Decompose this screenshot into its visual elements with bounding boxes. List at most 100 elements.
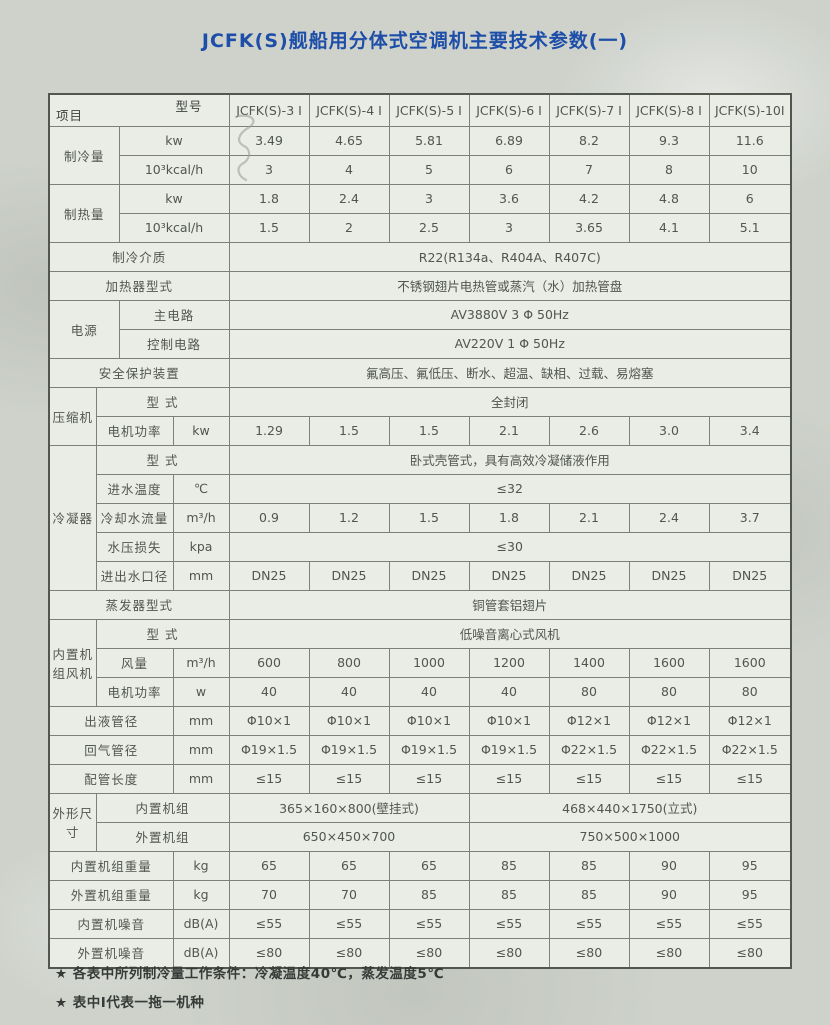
row-label-cell: 电机功率: [95, 415, 174, 446]
value-cell: DN25: [468, 560, 550, 591]
value-cell: 2.1: [548, 502, 630, 533]
value-cell: ≤80: [468, 937, 550, 968]
table-row: 型号 项目 JCFK(S)-3 I JCFK(S)-4 I JCFK(S)-5 I JCF…: [48, 93, 792, 127]
value-cell: ≤80: [628, 937, 710, 968]
value-cell: 4: [308, 154, 390, 185]
value-cell: ≤15: [708, 763, 792, 794]
row-label-cell: 出液管径: [48, 705, 174, 736]
unit-cell: mm: [172, 763, 230, 794]
row-label-cell: 水压损失: [95, 531, 174, 562]
table-row: 出液管径 mm Φ10×1 Φ10×1 Φ10×1 Φ10×1 Φ12×1 Φ12×1 Φ12×…: [48, 705, 792, 736]
value-cell: 80: [708, 676, 792, 707]
value-cell: ≤55: [628, 908, 710, 939]
model-header-cell: JCFK(S)-5 I: [388, 93, 470, 127]
value-cell: 卧式壳管式，具有高效冷凝储液作用: [228, 444, 792, 475]
value-cell: 80: [628, 676, 710, 707]
value-cell: 2.5: [388, 212, 470, 243]
value-cell: Φ10×1: [228, 705, 310, 736]
table-row: 回气管径 mm Φ19×1.5 Φ19×1.5 Φ19×1.5 Φ19×1.5 Φ22×1.…: [48, 734, 792, 765]
unit-cell: mm: [172, 560, 230, 591]
unit-cell: ℃: [172, 473, 230, 504]
unit-cell: kg: [172, 879, 230, 910]
footnote-legend: ★ 表中Ⅰ代表一拖一机种: [55, 995, 205, 1011]
row-label-cell: 风量: [95, 647, 174, 678]
value-cell: ≤15: [628, 763, 710, 794]
row-label-cell: 电机功率: [95, 676, 174, 707]
table-row: 外置机组 650×450×700 750×500×1000: [49, 821, 792, 852]
table-row: 加热器型式 不锈钢翅片电热管或蒸汽（水）加热管盘: [48, 270, 792, 301]
table-row: 安全保护装置 氟高压、氟低压、断水、超温、缺相、过载、易熔塞: [48, 357, 792, 388]
row-label-cell: 内置机组: [95, 792, 230, 823]
value-cell: ≤55: [548, 908, 630, 939]
value-cell: ≤80: [548, 937, 630, 968]
model-header-cell: JCFK(S)-4 I: [308, 93, 390, 127]
value-cell: 10: [708, 154, 792, 185]
value-cell: 8.2: [548, 125, 630, 156]
value-cell: 7: [548, 154, 630, 185]
unit-cell: 10³kcal/h: [118, 154, 230, 185]
value-cell: 40: [228, 676, 310, 707]
value-cell: 4.8: [628, 183, 710, 214]
value-cell: Φ22×1.5: [548, 734, 630, 765]
value-cell: 40: [468, 676, 550, 707]
value-cell: 3.49: [228, 125, 310, 156]
value-cell: 6: [468, 154, 550, 185]
value-cell: Φ22×1.5: [628, 734, 710, 765]
row-label-cell: 内置机组重量: [48, 850, 174, 881]
value-cell: 氟高压、氟低压、断水、超温、缺相、过载、易熔塞: [228, 357, 792, 388]
value-cell: 1.5: [388, 502, 470, 533]
value-cell: DN25: [308, 560, 390, 591]
value-cell: DN25: [228, 560, 310, 591]
value-cell: 1.2: [308, 502, 390, 533]
row-label-cell: 制热量: [48, 183, 120, 243]
table-row: 电机功率 w 40 40 40 40 80 80 80: [49, 676, 792, 707]
value-cell: 468×440×1750(立式): [468, 792, 792, 823]
value-cell: 1.5: [308, 415, 390, 446]
table-row: 电源 主电路 AV3880V 3 Φ 50Hz: [48, 299, 792, 359]
unit-cell: dB(A): [172, 908, 230, 939]
value-cell: 65: [308, 850, 390, 881]
value-cell: 600: [228, 647, 310, 678]
value-cell: 800: [308, 647, 390, 678]
row-label-cell: 外置机组: [95, 821, 230, 852]
value-cell: 低噪音离心式风机: [228, 618, 792, 649]
table-row: 风量 m³/h 600 800 1000 1200 1400 1600 1600: [49, 647, 792, 678]
value-cell: Φ12×1: [548, 705, 630, 736]
unit-cell: m³/h: [172, 647, 230, 678]
value-cell: 95: [708, 879, 792, 910]
value-cell: 1000: [388, 647, 470, 678]
row-label-cell: 安全保护装置: [48, 357, 230, 388]
value-cell: 3.65: [548, 212, 630, 243]
value-cell: ≤15: [308, 763, 390, 794]
table-row: 进水温度 ℃ ≤32: [49, 473, 792, 504]
value-cell: Φ19×1.5: [388, 734, 470, 765]
row-label-cell: 蒸发器型式: [48, 589, 230, 620]
table-row: 冷却水流量 m³/h 0.9 1.2 1.5 1.8 2.1 2.4 3.7: [49, 502, 792, 533]
value-cell: 6.89: [468, 125, 550, 156]
value-cell: ≤80: [388, 937, 470, 968]
unit-cell: kpa: [172, 531, 230, 562]
row-label-cell: 型 式: [95, 618, 230, 649]
unit-cell: w: [172, 676, 230, 707]
value-cell: 40: [308, 676, 390, 707]
value-cell: 0.9: [228, 502, 310, 533]
row-label-cell: 进水温度: [95, 473, 174, 504]
value-cell: 2.4: [308, 183, 390, 214]
value-cell: 95: [708, 850, 792, 881]
row-label-cell: 冷却水流量: [95, 502, 174, 533]
value-cell: 65: [228, 850, 310, 881]
corner-model-label: 型号: [175, 99, 203, 114]
value-cell: R22(R134a、R404A、R407C): [228, 241, 792, 272]
row-label-cell: 控制电路: [118, 328, 230, 359]
value-cell: 70: [308, 879, 390, 910]
value-cell: 2: [308, 212, 390, 243]
model-header-cell: JCFK(S)-7 I: [548, 93, 630, 127]
row-label-cell: 制冷量: [48, 125, 120, 185]
value-cell: Φ10×1: [388, 705, 470, 736]
table-row: 内置机噪音 dB(A) ≤55 ≤55 ≤55 ≤55 ≤55 ≤55 ≤55: [48, 908, 792, 939]
value-cell: 4.2: [548, 183, 630, 214]
table-row: 制冷量 kw 3.49 4.65 5.81 6.89 8.2 9.3 11.6: [48, 125, 792, 185]
row-label-cell: 内置机噪音: [48, 908, 174, 939]
row-label-cell: 冷凝器: [48, 444, 97, 591]
